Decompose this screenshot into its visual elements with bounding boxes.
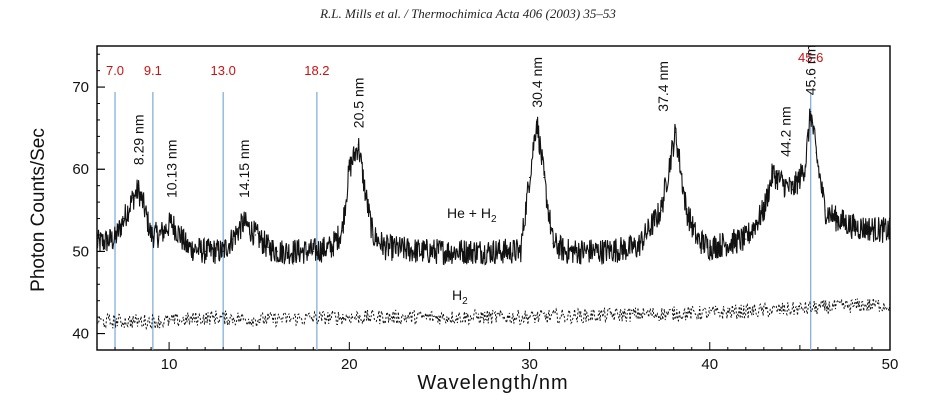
series-label-1: H2 bbox=[452, 287, 468, 307]
series-1-point-3 bbox=[258, 319, 260, 321]
series-0 bbox=[96, 108, 891, 266]
peak-label-6: 44.2 nm bbox=[778, 106, 794, 157]
series-1-line bbox=[96, 298, 891, 331]
peak-labels: 8.29 nm 10.13 nm 14.15 nm 20.5 nm 30.4 nm 37.… bbox=[130, 45, 818, 198]
y-tick-label-1: 50 bbox=[72, 243, 89, 260]
series-0-point-43 bbox=[745, 238, 747, 240]
peak-label-3: 20.5 nm bbox=[350, 78, 366, 129]
series-1 bbox=[96, 298, 891, 331]
y-tick-label-0: 40 bbox=[72, 326, 89, 343]
annotation-label-3: 18.2 bbox=[304, 63, 329, 78]
series-label-1-sub: 2 bbox=[462, 296, 468, 307]
series-1-point-8 bbox=[709, 312, 711, 314]
series-0-point-12 bbox=[222, 250, 224, 253]
series-1-point-10 bbox=[853, 305, 855, 307]
series-0-point-50 bbox=[810, 111, 812, 113]
x-tick-label-2: 30 bbox=[521, 356, 538, 373]
x-tick-label-0: 10 bbox=[161, 356, 178, 373]
series-1-point-1 bbox=[168, 320, 170, 322]
peak-label-4: 30.4 nm bbox=[529, 57, 545, 108]
series-layer bbox=[96, 108, 891, 331]
x-tick-label-4: 50 bbox=[882, 356, 899, 373]
annotation-lines: 7.0 9.1 13.0 18.2 45.6 bbox=[106, 50, 823, 350]
axis-ticks: 10 20 30 40 50 40 50 60 70 bbox=[72, 53, 899, 373]
x-axis-label: Wavelength/nm bbox=[417, 372, 568, 394]
peak-label-2: 14.15 nm bbox=[236, 140, 252, 198]
series-0-point-16 bbox=[267, 246, 269, 248]
peak-label-5: 37.4 nm bbox=[655, 61, 671, 112]
peak-label-0: 8.29 nm bbox=[130, 115, 146, 166]
series-0-point-15 bbox=[255, 234, 257, 236]
plot-frame bbox=[96, 45, 891, 351]
annotation-label-0: 7.0 bbox=[106, 63, 124, 78]
series-1-point-0 bbox=[96, 320, 98, 322]
series-label-0-base: He + H bbox=[447, 205, 491, 221]
x-tick-label-1: 20 bbox=[341, 356, 358, 373]
x-tick-label-3: 40 bbox=[701, 356, 718, 373]
series-0-point-33 bbox=[543, 176, 545, 179]
series-label-1-base: H bbox=[452, 287, 462, 303]
series-label-0: He + H2 bbox=[447, 205, 497, 225]
peak-label-7: 45.6 nm bbox=[803, 45, 819, 96]
annotation-label-4: 45.6 bbox=[798, 50, 823, 65]
peak-label-1: 10.13 nm bbox=[163, 140, 179, 198]
series-1-point-7 bbox=[619, 314, 621, 316]
series-0-point-7 bbox=[159, 234, 161, 236]
annotation-label-1: 9.1 bbox=[144, 63, 162, 78]
y-axis-label: Photon Counts/Sec bbox=[28, 128, 49, 292]
series-0-point-31 bbox=[528, 176, 531, 179]
series-0-line bbox=[96, 108, 891, 266]
journal-header: R.L. Mills et al. / Thermochimica Acta 4… bbox=[320, 6, 616, 21]
y-tick-label-2: 60 bbox=[72, 161, 89, 178]
series-label-0-sub: 2 bbox=[491, 214, 497, 225]
y-tick-label-3: 70 bbox=[72, 79, 89, 96]
series-1-point-9 bbox=[799, 308, 801, 310]
annotation-label-2: 13.0 bbox=[211, 63, 236, 78]
